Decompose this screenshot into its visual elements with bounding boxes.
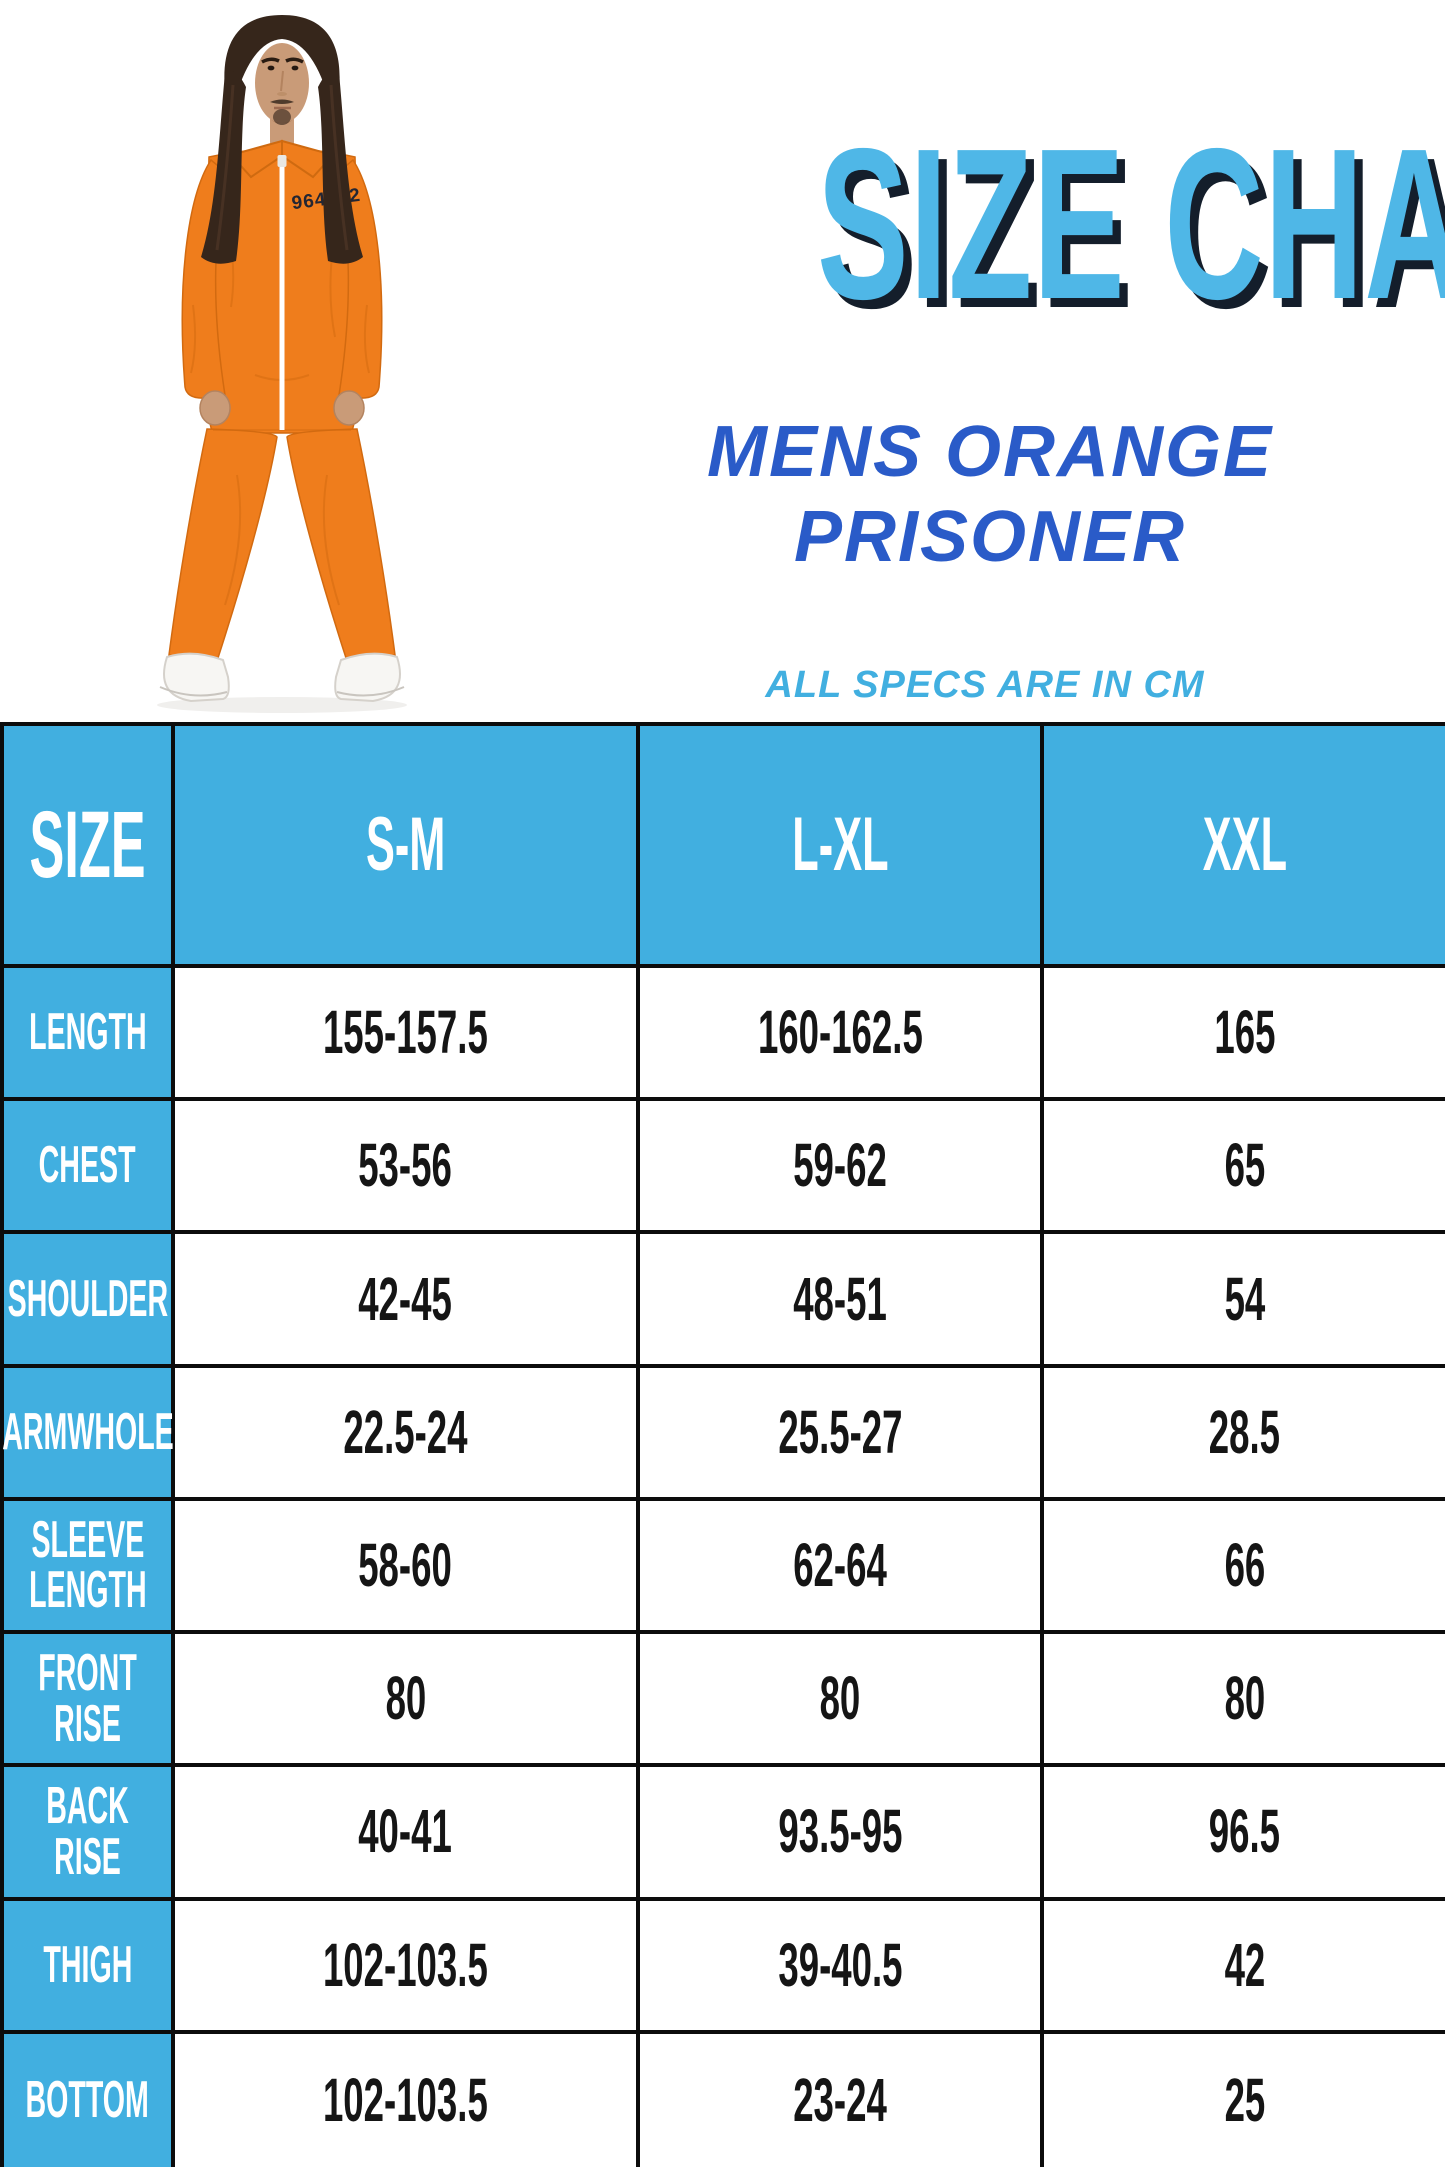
value-armwhole-xxl: 28.5: [1044, 1367, 1445, 1501]
value-length-xxl: 165: [1044, 968, 1445, 1102]
value-sleeve-length-xxl: 66: [1044, 1500, 1445, 1635]
header-cell-xxl: XXL: [1044, 726, 1445, 968]
page-title-text: SIZE CHART: [817, 103, 1445, 344]
row-label-front-rise: FRONT RISE: [4, 1634, 175, 1768]
value-length-s-m: 155-157.5: [175, 968, 640, 1102]
floor-shadow: [157, 697, 407, 713]
value-thigh-xxl: 42: [1044, 1900, 1445, 2034]
units-note: ALL SPECS ARE IN CM: [765, 664, 1205, 706]
row-label-length: LENGTH: [4, 968, 175, 1102]
white-sneakers: [159, 652, 405, 703]
title-block: SIZE CHART: [583, 116, 1445, 331]
page-title: SIZE CHART: [583, 116, 1445, 331]
units-note-block: ALL SPECS ARE IN CM: [560, 664, 1410, 707]
value-back-rise-xxl: 96.5: [1044, 1767, 1445, 1901]
value-bottom-l-xl: 23-24: [640, 2033, 1044, 2167]
value-chest-s-m: 53-56: [175, 1101, 640, 1235]
model-hands: [199, 390, 365, 426]
jumpsuit-collar: [229, 139, 335, 179]
value-back-rise-l-xl: 93.5-95: [640, 1767, 1044, 1901]
value-bottom-xxl: 25: [1044, 2033, 1445, 2167]
value-length-l-xl: 160-162.5: [640, 968, 1044, 1102]
row-label-armwhole: ARMWHOLE: [2, 1367, 175, 1501]
value-bottom-s-m: 102-103.5: [175, 2033, 640, 2167]
value-front-rise-s-m: 80: [175, 1634, 640, 1768]
value-front-rise-l-xl: 80: [640, 1634, 1044, 1768]
prisoner-costume-illustration: 964372: [157, 15, 407, 713]
value-shoulder-xxl: 54: [1044, 1234, 1445, 1368]
row-label-bottom: BOTTOM: [4, 2033, 175, 2167]
header-cell-l-xl: L-XL: [640, 726, 1044, 968]
value-chest-xxl: 65: [1044, 1101, 1445, 1235]
row-label-back-rise: BACK RISE: [4, 1767, 175, 1901]
header-cell-s-m: S-M: [175, 726, 640, 968]
value-shoulder-s-m: 42-45: [175, 1234, 640, 1368]
jumpsuit-pants: [168, 428, 396, 662]
subtitle-block: MENS ORANGE PRISONER: [565, 410, 1415, 580]
model-hair: [201, 15, 363, 264]
header-cell-size: SIZE: [4, 726, 175, 968]
subtitle-line-1: MENS ORANGE: [706, 412, 1274, 492]
row-label-sleeve-length: SLEEVE LENGTH: [4, 1500, 175, 1635]
value-sleeve-length-l-xl: 62-64: [640, 1500, 1044, 1635]
model-photo: 964372: [105, 5, 455, 715]
row-label-shoulder: SHOULDER: [4, 1234, 175, 1368]
model-face: [255, 43, 309, 125]
size-table: SIZE S-M L-XL XXL LENGTH 155-157.5 160-1…: [0, 722, 1445, 2167]
value-shoulder-l-xl: 48-51: [640, 1234, 1044, 1368]
row-label-thigh: THIGH: [4, 1900, 175, 2034]
value-armwhole-s-m: 22.5-24: [175, 1367, 640, 1501]
value-armwhole-l-xl: 25.5-27: [640, 1367, 1044, 1501]
subtitle-line-2: PRISONER: [793, 497, 1187, 577]
zipper: [277, 155, 287, 430]
value-thigh-s-m: 102-103.5: [175, 1900, 640, 2034]
value-thigh-l-xl: 39-40.5: [640, 1900, 1044, 2034]
row-label-chest: CHEST: [4, 1101, 175, 1235]
value-chest-l-xl: 59-62: [640, 1101, 1044, 1235]
value-sleeve-length-s-m: 58-60: [175, 1500, 640, 1635]
value-front-rise-xxl: 80: [1044, 1634, 1445, 1768]
value-back-rise-s-m: 40-41: [175, 1767, 640, 1901]
